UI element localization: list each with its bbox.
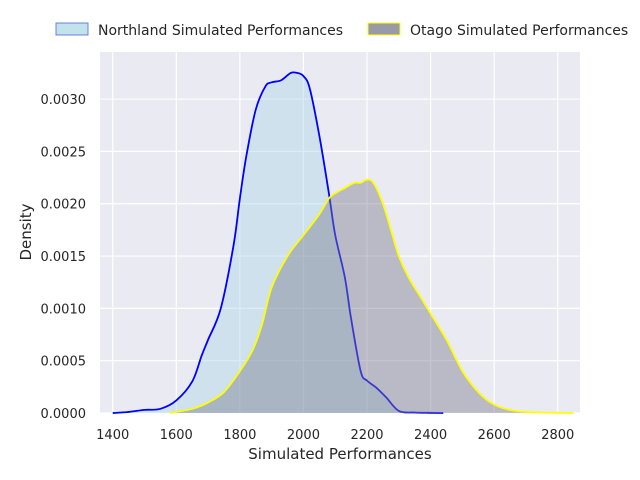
x-tick-label: 2800 (541, 428, 574, 443)
legend-label-2: Otago Simulated Performances (410, 23, 628, 39)
y-tick-label: 0.0030 (41, 93, 87, 108)
density-areas (112, 71, 574, 414)
y-tick-label: 0.0025 (41, 145, 87, 160)
y-tick-label: 0.0005 (41, 355, 87, 370)
x-tick-labels: 1400 1600 1800 2000 2200 2400 2600 2800 (96, 428, 574, 443)
y-tick-label: 0.0015 (41, 250, 87, 265)
y-tick-labels: 0.0000 0.0005 0.0010 0.0015 0.0020 0.0025 0.00… (41, 93, 87, 422)
series-2-line (169, 178, 574, 414)
x-tick-label: 2000 (287, 428, 320, 443)
x-tick-label: 2400 (414, 428, 447, 443)
y-tick-label: 0.0000 (41, 407, 87, 422)
x-tick-label: 2200 (350, 428, 383, 443)
legend: Northland Simulated Performances Otago Si… (55, 22, 628, 39)
series-1-line (112, 71, 444, 414)
series-1-area (112, 72, 444, 414)
y-tick-label: 0.0010 (41, 302, 87, 317)
series-2-area (169, 179, 574, 413)
x-tick-label: 1600 (160, 428, 193, 443)
x-axis-title: Simulated Performances (248, 445, 432, 463)
y-tick-label: 0.0020 (41, 198, 87, 213)
x-tick-label: 1400 (96, 428, 129, 443)
legend-swatch-1 (55, 22, 89, 36)
legend-swatch-2 (367, 22, 401, 36)
grid-lines (100, 52, 580, 414)
legend-label-1: Northland Simulated Performances (98, 23, 343, 39)
y-axis-title: Density (17, 203, 35, 260)
x-tick-label: 1800 (223, 428, 256, 443)
x-tick-label: 2600 (478, 428, 511, 443)
plot-background (100, 52, 580, 413)
